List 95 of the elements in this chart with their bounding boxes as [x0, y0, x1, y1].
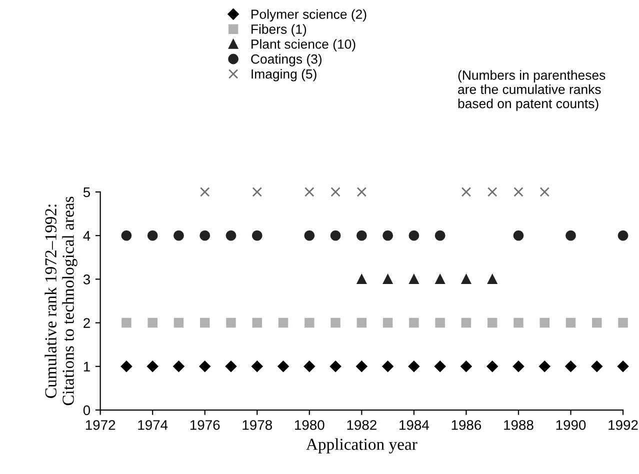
point — [200, 187, 210, 197]
point — [356, 187, 367, 197]
point — [435, 274, 445, 284]
x-tick-label: 1980 — [295, 420, 324, 430]
point — [356, 230, 367, 241]
point — [252, 187, 262, 197]
point — [382, 318, 393, 328]
point — [540, 318, 550, 328]
x-tick-label: 1978 — [242, 420, 272, 430]
x-tick-label: 1988 — [504, 420, 534, 430]
point — [514, 318, 524, 328]
y-tick-label: 5 — [83, 187, 90, 198]
point — [487, 187, 498, 197]
point — [591, 360, 602, 372]
point — [174, 230, 184, 241]
point — [200, 318, 210, 328]
point — [304, 187, 314, 197]
point — [356, 360, 368, 372]
point — [252, 318, 262, 328]
point — [226, 318, 236, 328]
point — [304, 230, 315, 241]
point — [382, 274, 393, 284]
point — [278, 318, 288, 328]
point — [382, 230, 394, 241]
point — [330, 187, 340, 197]
point — [226, 230, 236, 241]
point — [120, 360, 132, 372]
y-axis-title: Cumulative rank 1972–1992: Citations to technological areas — [44, 196, 78, 406]
x-axis-title: Application year — [306, 438, 418, 454]
point — [513, 230, 524, 241]
legend-label: Fibers (1) — [252, 24, 306, 36]
point — [174, 318, 184, 328]
x-tick-label: 1976 — [190, 420, 220, 430]
point — [252, 360, 263, 372]
legend-label: Polymer science (2) — [252, 9, 366, 22]
point — [408, 230, 420, 241]
point — [487, 318, 498, 328]
point — [487, 274, 498, 284]
x-tick-label: 1982 — [347, 420, 376, 430]
y-tick-label: 0 — [83, 405, 90, 416]
point — [461, 274, 472, 284]
point — [460, 360, 472, 372]
point — [540, 187, 550, 197]
y-tick-label: 4 — [83, 231, 90, 241]
point — [121, 230, 132, 241]
point — [461, 187, 472, 197]
point — [565, 360, 576, 372]
point — [617, 360, 629, 372]
point — [304, 318, 314, 328]
point — [252, 230, 262, 241]
point — [173, 360, 184, 372]
y-tick-label: 3 — [83, 274, 90, 284]
point — [146, 360, 158, 372]
text: (Numbers in parentheses are the cumulative ranks based on patent counts) — [458, 70, 606, 111]
legend-label: Plant science (10) — [252, 39, 356, 52]
point — [461, 318, 472, 328]
point — [382, 360, 394, 372]
y-tick-label: 1 — [84, 362, 90, 372]
legend-label: Imaging (5) — [252, 68, 316, 82]
point — [330, 230, 341, 241]
point — [304, 360, 316, 372]
point — [514, 187, 524, 197]
x-tick-label: 1990 — [556, 420, 586, 430]
point — [356, 318, 367, 328]
point — [566, 230, 576, 241]
point — [147, 230, 158, 241]
point — [592, 318, 602, 328]
point — [566, 318, 576, 328]
point — [356, 274, 367, 284]
point — [330, 318, 340, 328]
point — [225, 360, 237, 372]
legend-label: Coatings (3) — [251, 54, 322, 66]
point — [435, 318, 445, 328]
point — [486, 360, 498, 372]
point — [409, 274, 419, 284]
x-tick-label: 1986 — [452, 420, 482, 430]
y-tick-label: 2 — [84, 318, 90, 328]
point — [539, 360, 550, 372]
point — [199, 360, 210, 372]
point — [330, 360, 342, 372]
point — [408, 360, 420, 372]
point — [122, 318, 132, 328]
x-tick-label: 1984 — [400, 420, 429, 430]
point — [278, 360, 289, 372]
point — [148, 318, 158, 328]
point — [434, 360, 446, 372]
point — [409, 318, 419, 328]
x-tick-label: 1972 — [86, 420, 116, 430]
x-tick-label: 1974 — [138, 420, 168, 430]
point — [434, 230, 446, 241]
point — [512, 360, 524, 372]
x-tick-label: 1992 — [608, 420, 638, 430]
point — [200, 230, 210, 241]
point — [618, 318, 628, 328]
point — [618, 230, 628, 241]
